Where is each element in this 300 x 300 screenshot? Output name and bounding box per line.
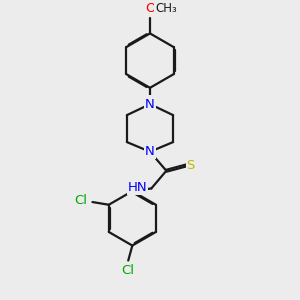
Text: Cl: Cl	[122, 263, 135, 277]
Text: Cl: Cl	[74, 194, 87, 207]
Text: CH₃: CH₃	[155, 2, 177, 15]
Text: N: N	[145, 145, 155, 158]
Text: N: N	[145, 96, 155, 109]
Text: HN: HN	[128, 181, 147, 194]
Text: S: S	[187, 159, 195, 172]
Text: N: N	[145, 98, 155, 111]
Text: O: O	[145, 2, 155, 15]
